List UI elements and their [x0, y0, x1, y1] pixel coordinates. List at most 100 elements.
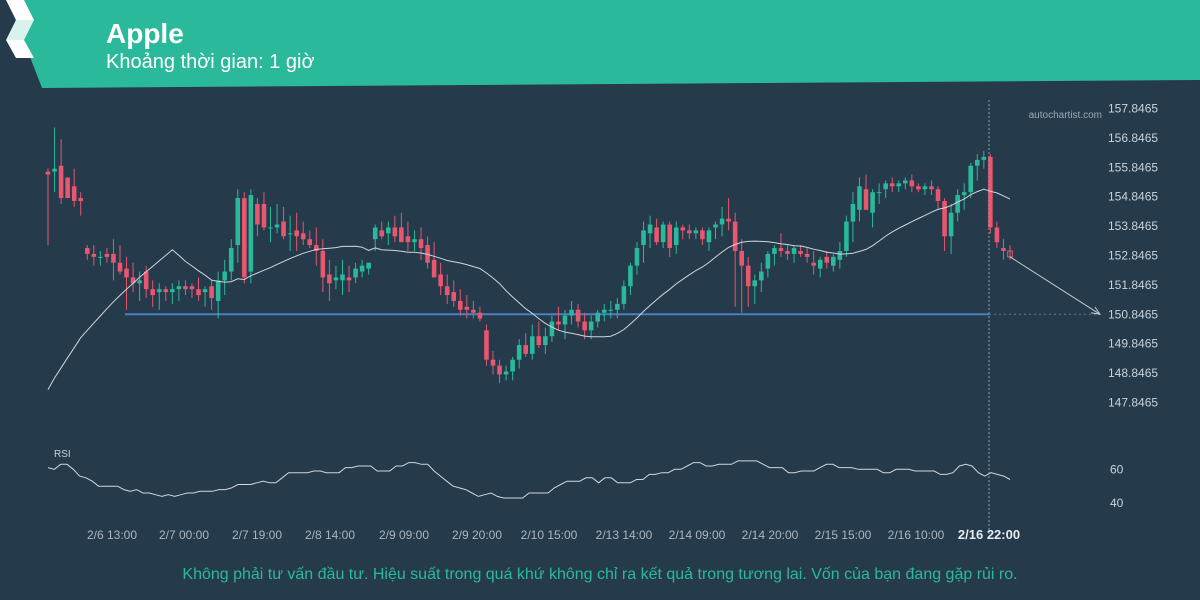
- candle-body: [909, 180, 915, 187]
- candle-body: [444, 286, 450, 296]
- candle-body: [52, 168, 57, 172]
- candle-body: [844, 221, 849, 251]
- candle-body: [379, 230, 385, 237]
- candle-body: [759, 271, 764, 281]
- candle-body: [857, 186, 862, 210]
- moving-average-line: [47, 188, 1011, 390]
- candle-body: [974, 159, 980, 166]
- candle-body: [713, 224, 718, 228]
- candle-body: [71, 186, 77, 202]
- candle-body: [870, 192, 875, 213]
- x-axis-label: 2/9 09:00: [379, 528, 429, 542]
- candle-body: [300, 233, 306, 240]
- candle-body: [595, 312, 601, 322]
- y-tick-label: 157.8465: [1108, 102, 1158, 116]
- candle-body: [883, 183, 888, 190]
- candle-body: [516, 345, 522, 360]
- candle-body: [261, 203, 267, 228]
- page-title: Apple: [106, 18, 184, 49]
- candle-body: [785, 250, 790, 254]
- candle-body: [366, 262, 371, 269]
- candle-body: [719, 218, 725, 225]
- candle-body: [183, 286, 188, 290]
- candle-body: [628, 265, 633, 287]
- candle-body: [215, 280, 221, 301]
- header-banner: Apple Khoảng thời gian: 1 giờ: [0, 0, 1200, 88]
- candle-body: [837, 250, 843, 260]
- candle-body: [78, 198, 84, 202]
- candle-body: [778, 248, 784, 251]
- candle-body: [98, 256, 103, 258]
- candle-body: [765, 253, 771, 269]
- y-tick-label: 149.8465: [1108, 337, 1158, 351]
- candle-body: [176, 286, 182, 290]
- candle-body: [903, 180, 908, 184]
- candle-body: [294, 230, 299, 237]
- candle-body: [556, 321, 561, 325]
- candle-body: [451, 292, 457, 301]
- price-chart: autochartist.com 157.8465 156.8465 155.846…: [45, 100, 1158, 542]
- rsi-label: RSI: [54, 449, 71, 460]
- x-axis-labels: 2/6 13:00 2/7 00:00 2/7 19:00 2/8 14:00 2/9 …: [87, 527, 1020, 542]
- rsi-axis-ticks: 60 40: [1110, 462, 1124, 510]
- candle-body: [791, 248, 797, 254]
- candle-body: [981, 156, 987, 160]
- candle-body: [228, 248, 234, 272]
- candle-body: [137, 280, 142, 284]
- x-axis-label: 2/6 13:00: [87, 528, 137, 542]
- candle-body: [1001, 248, 1006, 251]
- x-axis-label: 2/14 09:00: [669, 528, 726, 542]
- candle-body: [889, 183, 895, 187]
- x-axis-label: 2/16 22:00: [958, 527, 1020, 542]
- candle-body: [942, 201, 947, 237]
- candle-body: [189, 286, 195, 290]
- candle-body: [961, 192, 967, 196]
- candle-body: [673, 227, 679, 246]
- candle-body: [274, 224, 280, 228]
- candle-body: [84, 248, 90, 254]
- y-tick-label: 151.8465: [1108, 278, 1158, 292]
- candle-body: [268, 227, 273, 229]
- y-tick-label: 156.8465: [1108, 131, 1158, 145]
- candle-body: [654, 227, 659, 243]
- candle-body: [817, 259, 823, 269]
- candle-body: [615, 303, 620, 310]
- candle-body: [543, 336, 548, 346]
- candle-body: [484, 330, 489, 360]
- candle-body: [700, 230, 705, 240]
- candle-body: [863, 189, 869, 210]
- candle-body: [968, 165, 974, 193]
- candle-body: [170, 289, 175, 293]
- candle-body: [896, 183, 902, 187]
- x-axis-label: 2/7 19:00: [232, 528, 282, 542]
- candle-body: [929, 186, 934, 190]
- candle-body: [634, 248, 640, 266]
- candle-body: [588, 321, 594, 331]
- candle-body: [235, 198, 241, 246]
- candle-body: [955, 195, 960, 213]
- candle-body: [143, 271, 149, 290]
- timeframe-label: Khoảng thời gian: 1 giờ: [106, 51, 315, 73]
- candle-body: [876, 192, 882, 194]
- candle-body: [536, 336, 542, 346]
- candle-body: [58, 165, 64, 199]
- candle-body: [739, 250, 744, 266]
- x-axis-label: 2/9 20:00: [452, 528, 502, 542]
- x-axis-label: 2/13 14:00: [596, 528, 653, 542]
- candle-body: [242, 198, 247, 278]
- candle-body: [281, 221, 286, 237]
- candle-body: [222, 271, 227, 281]
- candle-body: [798, 250, 803, 254]
- candle-body: [372, 227, 378, 240]
- candle-body: [726, 218, 731, 222]
- candle-body: [163, 289, 169, 293]
- candle-body: [412, 239, 417, 243]
- y-tick-label: 154.8465: [1108, 190, 1158, 204]
- candle-body: [287, 233, 293, 235]
- candle-body: [922, 186, 928, 190]
- candle-body: [65, 177, 70, 199]
- candle-body: [45, 171, 51, 175]
- rsi-tick-label: 60: [1110, 462, 1124, 476]
- forecast-arrowhead: [1091, 306, 1102, 315]
- candle-body: [196, 289, 201, 296]
